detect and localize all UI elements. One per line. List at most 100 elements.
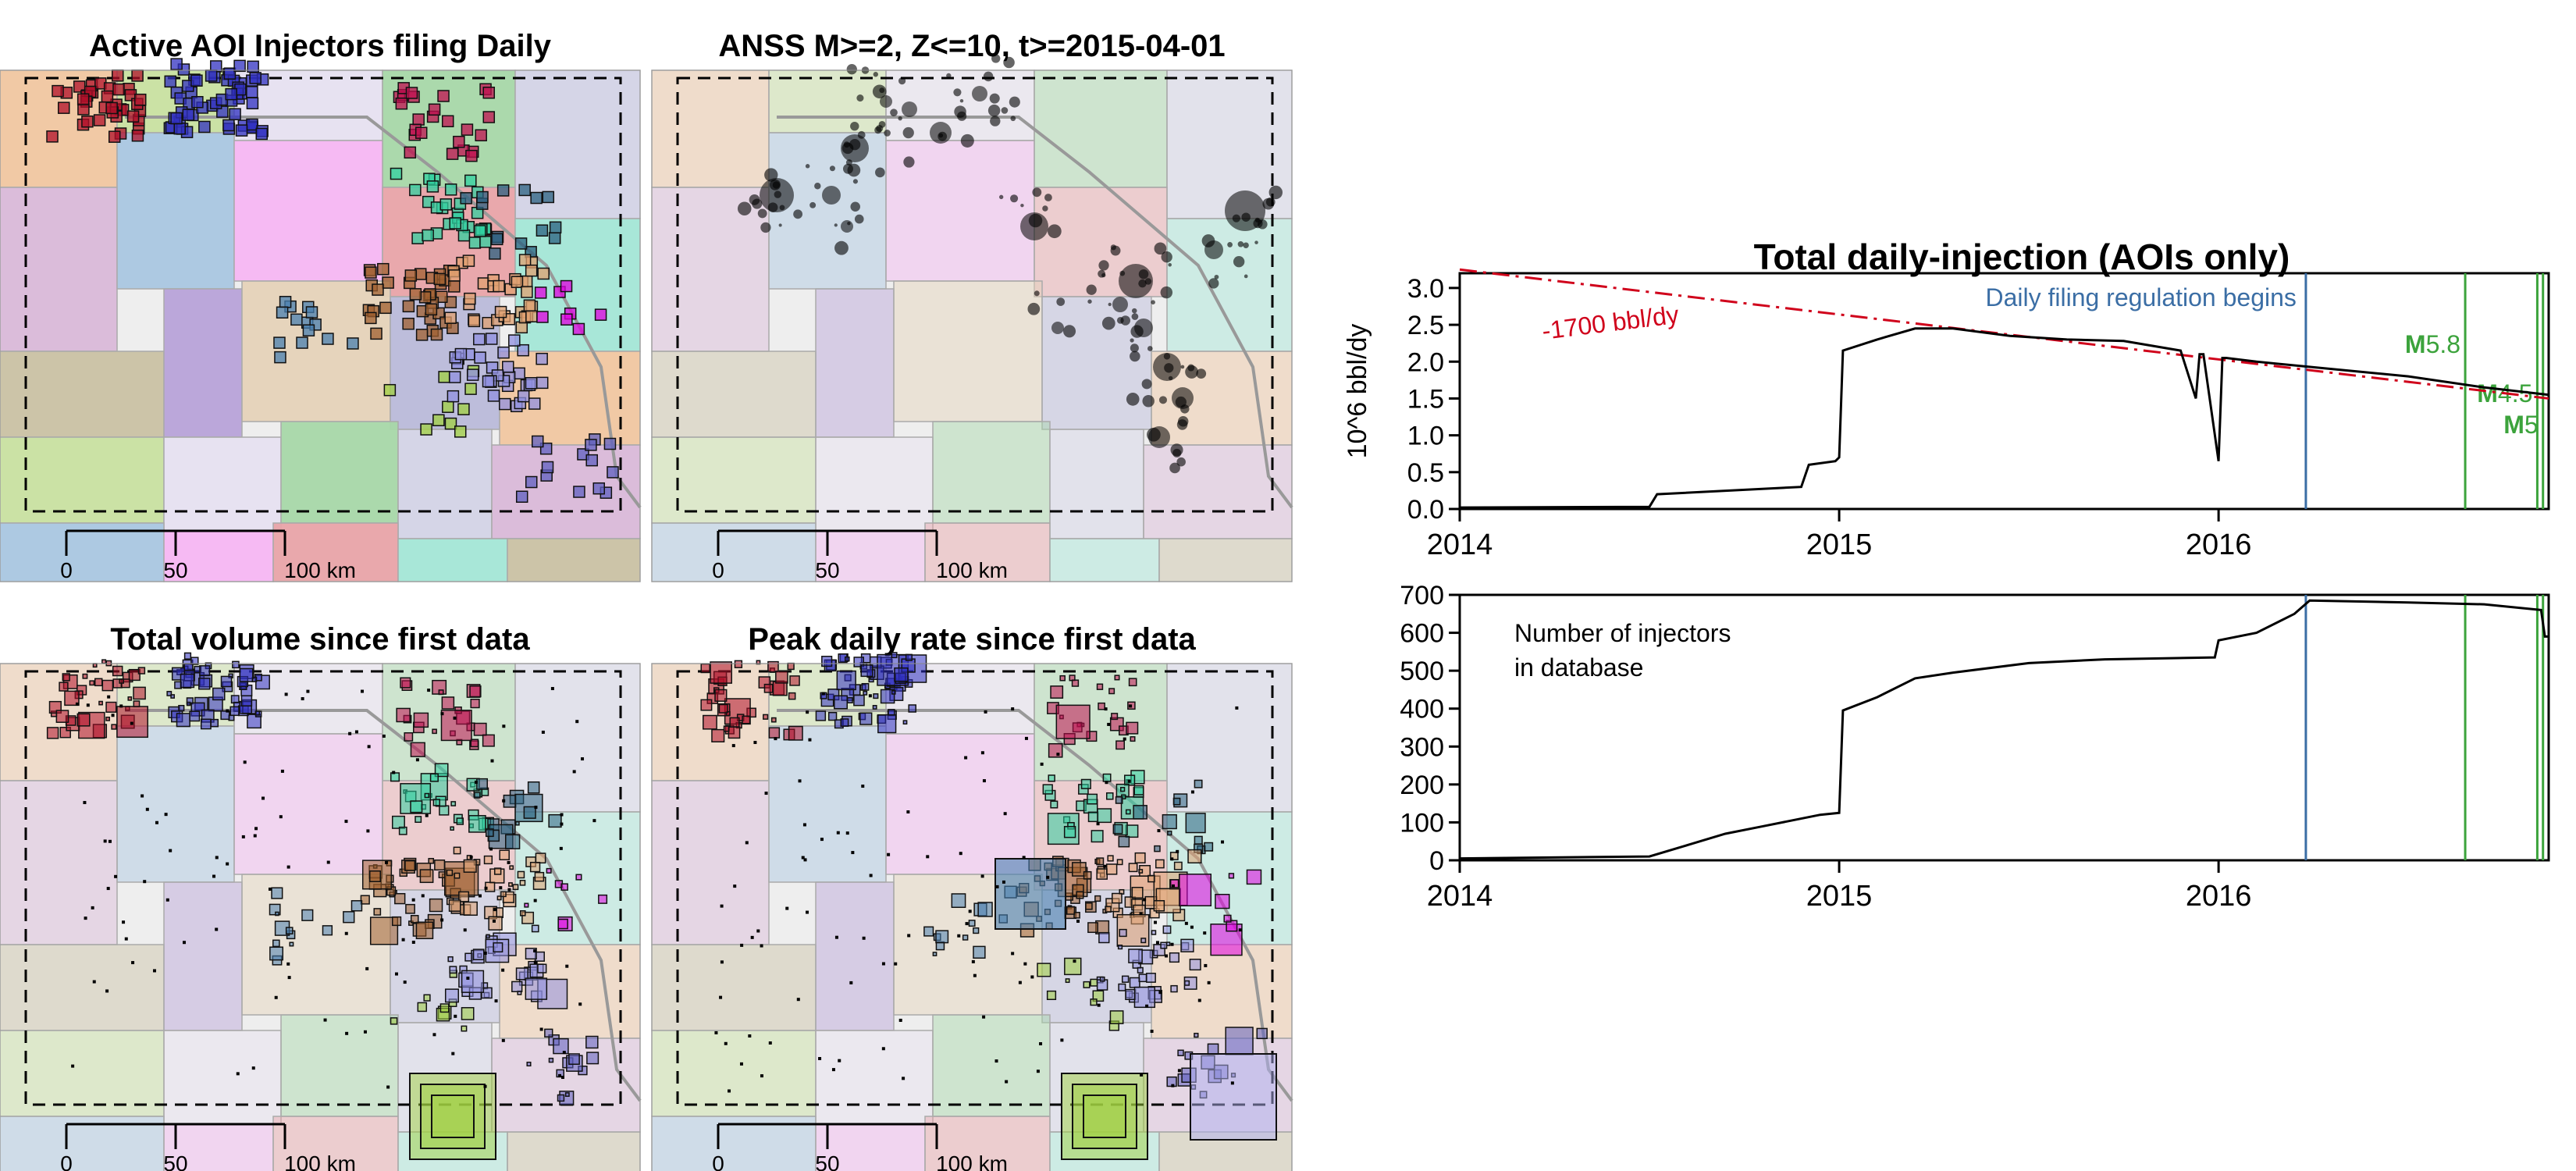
- injector-marker: [84, 917, 87, 920]
- injector-marker: [361, 860, 393, 890]
- injector-marker: [798, 779, 802, 783]
- injector-marker: [568, 1053, 580, 1065]
- earthquake-marker: [1233, 256, 1245, 268]
- injector-marker: [1011, 952, 1015, 956]
- injector-marker: [1105, 792, 1114, 800]
- injector-marker: [894, 667, 909, 682]
- series-line: [1459, 599, 2549, 860]
- injector-marker: [479, 236, 492, 248]
- injector-marker: [861, 682, 870, 691]
- injector-marker: [533, 899, 537, 902]
- injector-marker: [527, 781, 540, 794]
- injector-marker: [557, 918, 568, 930]
- map-total-volume: Total volume since first data 0 50 100 km: [0, 622, 642, 1171]
- injector-marker: [1083, 870, 1092, 880]
- injector-marker: [493, 867, 502, 875]
- injector-marker: [533, 949, 537, 953]
- map-title: Active AOI Injectors filing Daily: [89, 29, 552, 63]
- county-region: [1166, 663, 1293, 813]
- injector-marker: [438, 371, 450, 383]
- injector-marker: [441, 115, 454, 128]
- injector-marker: [1098, 931, 1110, 944]
- injector-marker: [1123, 737, 1126, 741]
- scale-bar-label: 100 km: [936, 1151, 1008, 1171]
- plot-frame: [1458, 593, 2550, 862]
- injector-marker: [806, 910, 809, 914]
- earthquake-marker: [1130, 338, 1134, 343]
- earthquake-marker: [847, 221, 851, 226]
- injector-marker: [323, 1018, 327, 1022]
- injector-marker: [840, 718, 849, 728]
- injector-marker: [205, 69, 218, 82]
- injector-marker: [836, 831, 840, 835]
- county-region: [163, 436, 282, 532]
- injector-marker: [101, 659, 107, 664]
- injector-marker: [774, 737, 777, 741]
- chart-legend-text: Number of injectors: [1514, 619, 1731, 647]
- injector-marker: [1103, 864, 1107, 868]
- injector-marker: [103, 839, 107, 843]
- injector-marker: [363, 1030, 367, 1034]
- injector-marker: [137, 667, 146, 674]
- injector-marker: [1055, 704, 1091, 739]
- injector-marker: [322, 333, 334, 345]
- injector-marker: [572, 322, 585, 336]
- injector-marker: [119, 678, 124, 684]
- earthquake-marker: [1243, 242, 1249, 248]
- earthquake-marker: [1142, 395, 1155, 408]
- injector-marker: [430, 328, 443, 341]
- county-region: [272, 1116, 399, 1171]
- aoi-boundary: [24, 77, 622, 513]
- injector-marker: [720, 904, 724, 908]
- injector-marker: [846, 697, 853, 703]
- earthquake-marker: [1056, 297, 1066, 306]
- earthquake-marker: [991, 54, 1001, 63]
- injector-marker: [287, 976, 291, 980]
- county-region: [932, 1014, 1051, 1117]
- injector-marker: [368, 870, 381, 883]
- injector-marker: [1108, 688, 1115, 695]
- injector-marker: [881, 1047, 885, 1051]
- earthquake-marker: [1009, 96, 1020, 108]
- injector-marker: [1090, 998, 1098, 1006]
- map-body: [0, 58, 642, 582]
- injector-marker: [1145, 1004, 1149, 1008]
- y-tick-label: 400: [1400, 695, 1444, 724]
- injector-marker: [469, 685, 482, 698]
- injector-marker: [1190, 925, 1194, 929]
- injector-marker: [434, 860, 446, 871]
- injector-marker: [465, 149, 478, 162]
- injector-marker: [483, 855, 493, 865]
- injector-marker: [239, 667, 254, 682]
- x-tick-label: 2014: [1427, 880, 1493, 913]
- injector-marker: [269, 946, 284, 961]
- injector-marker: [1048, 742, 1063, 758]
- injector-marker: [404, 732, 414, 742]
- injector-marker: [52, 84, 64, 98]
- county-region: [507, 1131, 641, 1171]
- injector-marker: [478, 894, 482, 898]
- injector-marker: [155, 820, 158, 824]
- earthquake-marker: [1158, 396, 1168, 404]
- injector-marker: [1169, 852, 1179, 860]
- earthquake-marker: [1164, 363, 1174, 373]
- injector-marker: [519, 880, 526, 886]
- injector-marker: [1157, 829, 1161, 833]
- earthquake-marker: [779, 205, 785, 211]
- injector-marker: [367, 745, 371, 749]
- earthquake-marker: [1110, 244, 1116, 251]
- injector-marker: [404, 860, 416, 871]
- injector-marker: [1125, 809, 1131, 815]
- injector-marker: [1107, 855, 1114, 862]
- injector-marker: [106, 887, 110, 891]
- injector-marker: [894, 962, 898, 966]
- injector-marker: [280, 769, 284, 773]
- injector-marker: [225, 87, 237, 101]
- injector-marker: [253, 834, 257, 838]
- injector-marker: [973, 927, 980, 934]
- injector-marker: [422, 229, 434, 242]
- injector-marker: [448, 371, 461, 383]
- earthquake-marker: [767, 202, 778, 212]
- injector-marker: [251, 1066, 255, 1070]
- chart-total-daily-injection: Total daily-injection (AOIs only) 0.0 0.5…: [1343, 237, 2550, 561]
